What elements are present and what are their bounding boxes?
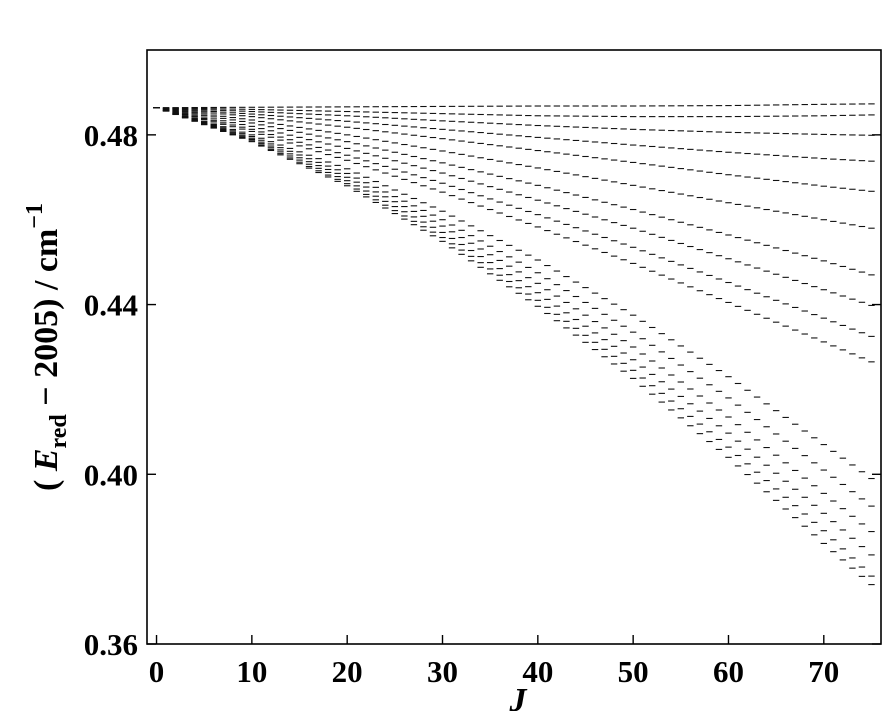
- y-label-middle: − 2005) / cm: [28, 229, 65, 415]
- series-6: [153, 107, 875, 229]
- x-tick-label: 30: [427, 654, 458, 689]
- x-tick-label: 70: [808, 654, 839, 689]
- y-tick-label: 0.48: [84, 118, 138, 153]
- series-2: [153, 107, 875, 118]
- series-11: [153, 107, 875, 480]
- x-tick-label: 60: [713, 654, 744, 689]
- y-label-prefix: (: [28, 471, 65, 491]
- series-12: [153, 107, 875, 507]
- y-tick-label: 0.36: [84, 627, 138, 662]
- y-tick-label: 0.44: [84, 288, 138, 323]
- series-5: [153, 107, 875, 192]
- x-axis-label: J: [509, 682, 528, 711]
- series-15: [153, 107, 875, 577]
- y-axis: 0.36 0.40 0.44 0.48: [84, 118, 881, 662]
- series-10: [153, 107, 875, 363]
- plot-frame: [146, 49, 882, 645]
- x-tick-label: 0: [149, 654, 165, 689]
- svg-text:( Ered − 2005) / cm−1: ( Ered − 2005) / cm−1: [22, 203, 72, 491]
- y-tick-label: 0.40: [84, 457, 138, 492]
- series-14: [153, 107, 875, 556]
- series-3: [153, 107, 875, 136]
- data-layer: [153, 103, 875, 586]
- series-9: [153, 107, 875, 337]
- series-13: [153, 107, 875, 533]
- y-label-symbol: E: [28, 448, 65, 472]
- x-tick-label: 40: [522, 654, 553, 689]
- series-8: [153, 107, 875, 306]
- series-16: [153, 107, 875, 586]
- x-tick-label: 10: [236, 654, 267, 689]
- series-7: [153, 107, 875, 276]
- x-tick-label: 50: [618, 654, 649, 689]
- series-4: [153, 107, 875, 162]
- y-axis-label: ( Ered − 2005) / cm−1: [22, 203, 72, 491]
- x-tick-label: 20: [332, 654, 363, 689]
- y-label-subscript: red: [46, 414, 72, 449]
- x-axis: 0 10 20 30 40 50 60 70: [149, 635, 839, 689]
- series-1: [153, 103, 875, 109]
- y-label-superscript: −1: [22, 203, 48, 229]
